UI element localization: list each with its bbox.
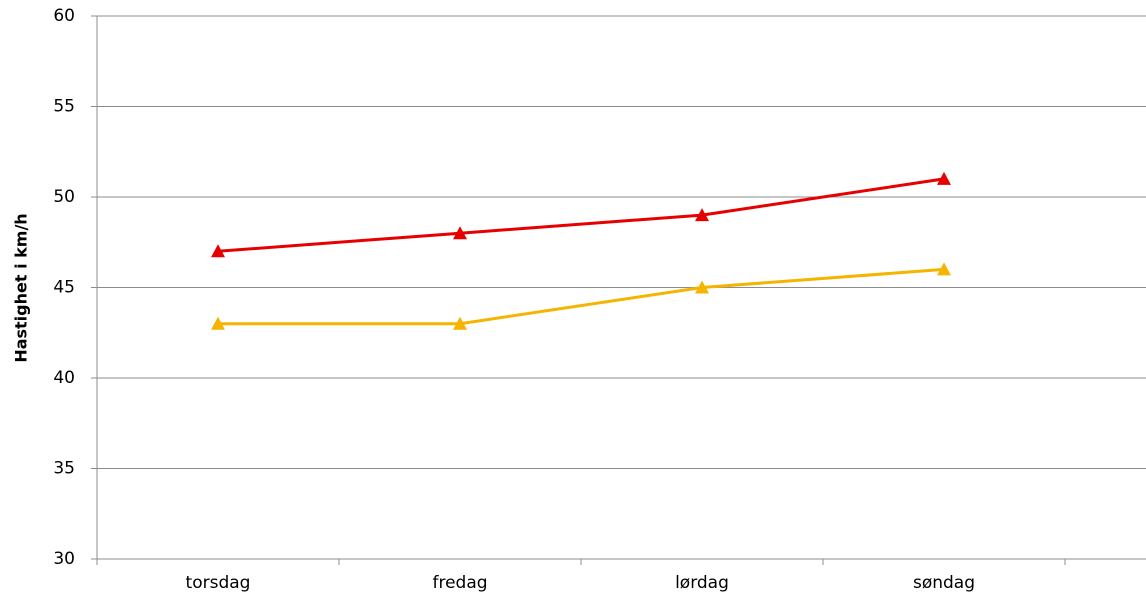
y-tick-label: 50 bbox=[53, 187, 75, 207]
x-tick-label: fredag bbox=[432, 573, 487, 593]
y-tick-label: 30 bbox=[53, 549, 75, 569]
marker bbox=[453, 226, 467, 240]
marker bbox=[211, 316, 225, 330]
line bbox=[217, 177, 945, 253]
y-tick-label: 40 bbox=[53, 368, 75, 388]
x-tick-label: lørdag bbox=[675, 573, 729, 593]
x-tick-label: torsdag bbox=[186, 573, 251, 593]
marker bbox=[937, 262, 951, 276]
marker bbox=[211, 244, 225, 258]
marker bbox=[453, 316, 467, 330]
y-tick-label: 45 bbox=[53, 278, 75, 298]
y-tick-label: 35 bbox=[53, 459, 75, 479]
y-axis-label: Hastighet i km/h bbox=[12, 213, 31, 362]
line bbox=[218, 267, 945, 326]
y-tick-label: 60 bbox=[53, 6, 75, 26]
marker bbox=[695, 208, 709, 222]
marker bbox=[937, 171, 951, 185]
x-tick-label: søndag bbox=[913, 573, 975, 593]
y-tick-label: 55 bbox=[53, 97, 75, 117]
marker bbox=[695, 280, 709, 294]
